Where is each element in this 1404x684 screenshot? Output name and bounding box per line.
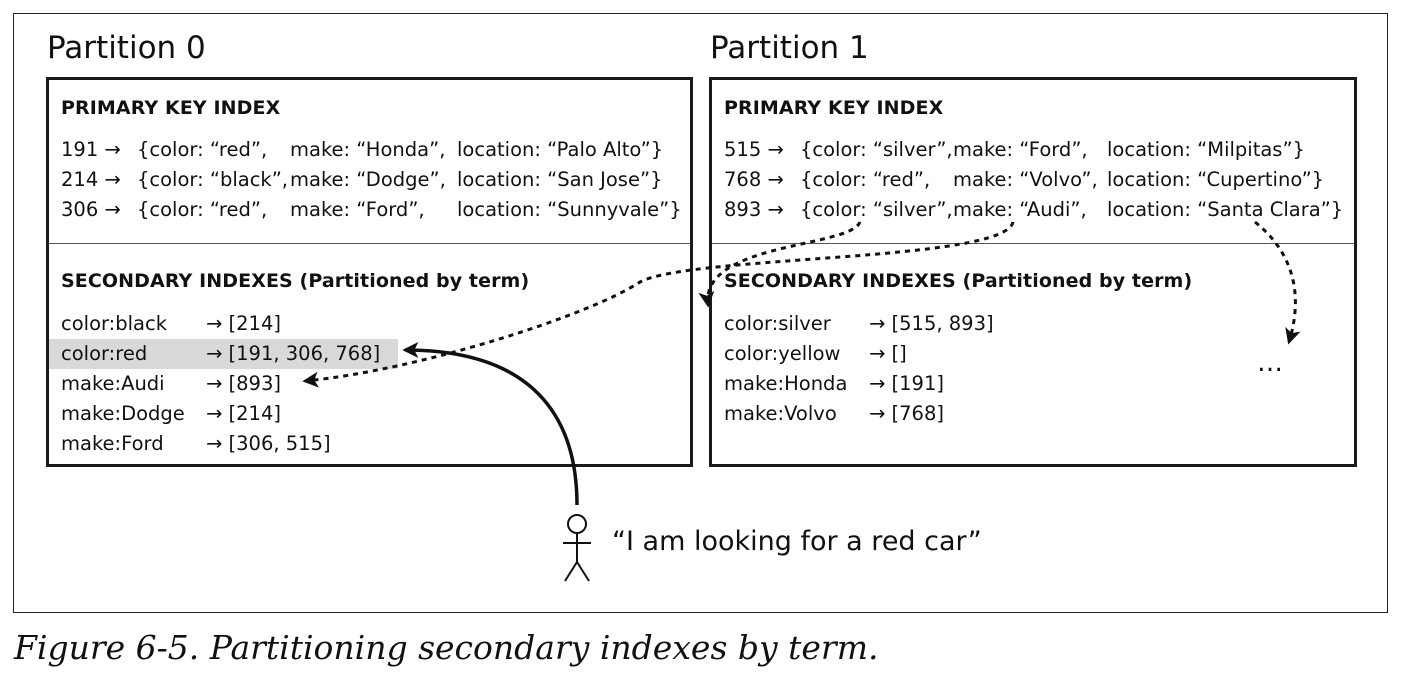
- secondary-postings: → [893]: [206, 372, 281, 395]
- primary-color: {color: “red”,: [137, 138, 268, 161]
- partition-1-secondary-title: SECONDARY INDEXES (Partitioned by term): [724, 270, 1193, 292]
- primary-location: location: “Cupertino”}: [1107, 168, 1325, 191]
- primary-color: {color: “red”,: [137, 198, 268, 221]
- primary-key: 306 →: [61, 198, 121, 221]
- partition-1-box: PRIMARY KEY INDEX 515 → {color: “silver”…: [709, 77, 1357, 467]
- partition-0-primary-title: PRIMARY KEY INDEX: [61, 97, 281, 119]
- secondary-postings: → [515, 893]: [869, 312, 994, 335]
- index-divider: [712, 243, 1354, 244]
- secondary-term: make:Honda: [724, 372, 848, 395]
- primary-location: location: “Milpitas”}: [1107, 138, 1305, 161]
- more-entries-ellipsis: …: [1257, 348, 1283, 378]
- primary-make: make: “Volvo”,: [953, 168, 1098, 191]
- location-dotted-arrow: [1254, 220, 1301, 345]
- silver-dotted-arrow: [698, 221, 862, 308]
- primary-make: make: “Dodge”,: [290, 168, 446, 191]
- secondary-postings: → [191, 306, 768]: [206, 342, 381, 365]
- secondary-term: make:Ford: [61, 432, 164, 455]
- primary-location: location: “San Jose”}: [457, 168, 663, 191]
- primary-key: 515 →: [724, 138, 784, 161]
- partition-0-box: PRIMARY KEY INDEX 191 → {color: “red”, m…: [46, 77, 693, 467]
- primary-make: make: “Ford”,: [953, 138, 1088, 161]
- partition-0-title: Partition 0: [47, 30, 206, 66]
- primary-location: location: “Santa Clara”}: [1107, 198, 1344, 221]
- secondary-term: color:red: [61, 342, 148, 365]
- figure-frame: [13, 13, 1388, 613]
- secondary-postings: → [768]: [869, 402, 944, 425]
- audi-dotted-arrow: [302, 221, 1015, 388]
- partition-0-secondary-title: SECONDARY INDEXES (Partitioned by term): [61, 270, 530, 292]
- query-arrow: [402, 342, 579, 506]
- secondary-term: color:yellow: [724, 342, 841, 365]
- secondary-postings: → [306, 515]: [206, 432, 331, 455]
- primary-make: make: “Ford”,: [290, 198, 425, 221]
- partition-1-title: Partition 1: [710, 30, 869, 66]
- secondary-postings: → [191]: [869, 372, 944, 395]
- primary-color: {color: “red”,: [800, 168, 931, 191]
- figure-caption: Figure 6-5. Partitioning secondary index…: [14, 628, 879, 667]
- user-stick-figure-icon: [563, 514, 591, 582]
- secondary-term: make:Volvo: [724, 402, 837, 425]
- index-divider: [49, 243, 690, 244]
- secondary-term: make:Dodge: [61, 402, 185, 425]
- user-query-text: “I am looking for a red car”: [612, 526, 982, 557]
- primary-key: 191 →: [61, 138, 121, 161]
- secondary-postings: → []: [869, 342, 907, 365]
- primary-key: 768 →: [724, 168, 784, 191]
- primary-color: {color: “silver”,: [800, 138, 953, 161]
- primary-make: make: “Audi”,: [953, 198, 1087, 221]
- primary-make: make: “Honda”,: [290, 138, 446, 161]
- secondary-term: color:black: [61, 312, 168, 335]
- primary-key: 893 →: [724, 198, 784, 221]
- secondary-postings: → [214]: [206, 312, 281, 335]
- primary-key: 214 →: [61, 168, 121, 191]
- secondary-postings: → [214]: [206, 402, 281, 425]
- highlight-color-red: [49, 339, 398, 369]
- primary-location: location: “Palo Alto”}: [457, 138, 664, 161]
- primary-location: location: “Sunnyvale”}: [457, 198, 682, 221]
- secondary-term: color:silver: [724, 312, 831, 335]
- secondary-term: make:Audi: [61, 372, 165, 395]
- partition-1-primary-title: PRIMARY KEY INDEX: [724, 97, 944, 119]
- primary-color: {color: “silver”,: [800, 198, 953, 221]
- primary-color: {color: “black”,: [137, 168, 289, 191]
